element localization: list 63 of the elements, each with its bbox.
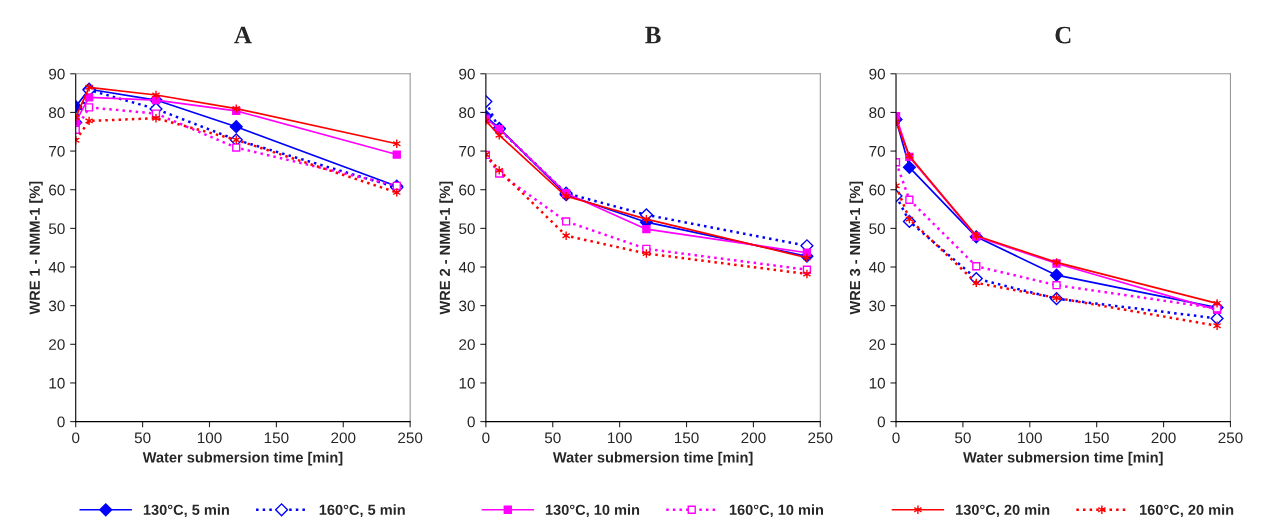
x-tick-label: 200 — [331, 432, 356, 444]
y-tick-label: 50 — [48, 223, 65, 235]
x-tick-label: 250 — [398, 432, 423, 444]
y-tick-label: 90 — [49, 68, 65, 80]
x-tick-label: 250 — [808, 432, 833, 444]
legend-label: 130°C, 10 min — [545, 504, 640, 518]
legend-label: 160°C, 5 min — [319, 504, 405, 518]
x-axis-title: Water submersion time [min] — [963, 451, 1163, 466]
y-tick-label: 90 — [459, 68, 475, 80]
y-tick-label: 90 — [869, 68, 886, 80]
chart-title: A — [234, 26, 252, 44]
y-tick-label: 80 — [48, 107, 65, 119]
x-tick-label: 150 — [1085, 432, 1109, 444]
x-tick-label: 100 — [1018, 432, 1042, 444]
y-tick-label: 40 — [48, 261, 65, 273]
x-tick-label: 0 — [482, 432, 490, 444]
legend-label: 160°C, 20 min — [1139, 504, 1234, 518]
x-tick-label: 0 — [72, 432, 80, 444]
legend-label: 160°C, 10 min — [729, 504, 824, 518]
y-tick-label: 50 — [459, 223, 475, 235]
y-tick-label: 30 — [459, 300, 475, 312]
y-axis-title: WRE 2 - NMM-1 [%] — [439, 181, 453, 315]
y-tick-label: 10 — [49, 377, 65, 389]
y-tick-label: 70 — [459, 145, 475, 157]
y-tick-label: 10 — [459, 377, 475, 389]
y-tick-label: 70 — [869, 145, 886, 157]
y-tick-label: 20 — [869, 339, 886, 350]
legend-label: 130°C, 20 min — [956, 504, 1050, 518]
x-axis-title: Water submersion time [min] — [142, 451, 343, 466]
chart-title: B — [645, 26, 661, 44]
x-tick-label: 150 — [264, 432, 289, 444]
y-tick-label: 30 — [48, 300, 65, 312]
y-tick-label: 10 — [869, 377, 886, 389]
x-tick-label: 100 — [608, 432, 632, 444]
y-tick-label: 50 — [869, 223, 886, 235]
x-tick-label: 250 — [1218, 432, 1243, 444]
y-tick-label: 0 — [877, 416, 886, 428]
y-tick-label: 40 — [868, 261, 886, 273]
y-tick-label: 0 — [57, 416, 65, 428]
y-tick-label: 80 — [869, 107, 886, 119]
y-axis-title: WRE 1 - NMM-1 [%] — [29, 181, 43, 315]
y-tick-label: 60 — [49, 184, 65, 196]
y-tick-label: 20 — [49, 339, 65, 350]
x-tick-label: 50 — [544, 432, 561, 444]
x-tick-label: 200 — [1151, 432, 1176, 444]
legend-label: 130°C, 5 min — [143, 504, 229, 518]
y-tick-label: 80 — [459, 107, 475, 119]
x-tick-label: 0 — [892, 432, 900, 444]
y-tick-label: 40 — [458, 261, 475, 273]
y-tick-label: 30 — [869, 300, 886, 312]
x-tick-label: 150 — [674, 432, 699, 444]
x-tick-label: 100 — [197, 432, 222, 444]
y-tick-label: 60 — [869, 184, 886, 196]
y-tick-label: 0 — [467, 416, 475, 428]
x-tick-label: 200 — [741, 432, 766, 444]
x-axis-title: Water submersion time [min] — [552, 451, 753, 466]
y-tick-label: 60 — [459, 184, 475, 196]
x-tick-label: 50 — [134, 432, 151, 444]
y-tick-label: 70 — [49, 145, 65, 157]
chart-title: C — [1055, 26, 1071, 44]
y-tick-label: 20 — [459, 339, 475, 350]
y-axis-title: WRE 3 - NMM-1 [%] — [849, 181, 864, 315]
x-tick-label: 50 — [955, 432, 971, 444]
